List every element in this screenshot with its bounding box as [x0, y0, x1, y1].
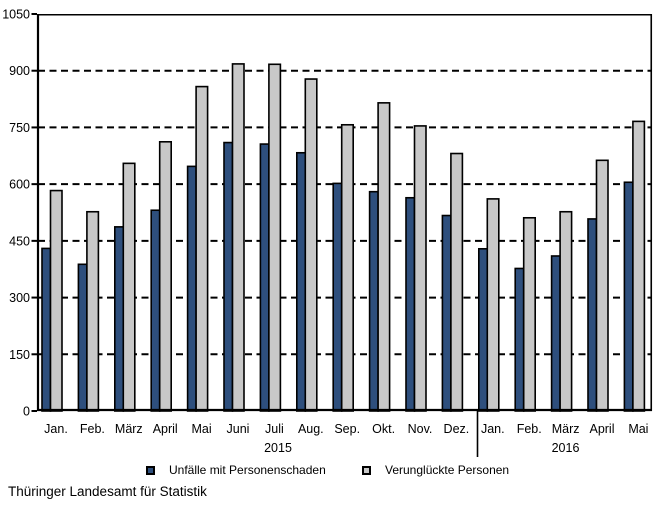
month-label-5: Juni: [227, 422, 250, 436]
bar-unfaelle-3: [150, 209, 161, 412]
legend-label-unfaelle: Unfälle mit Personenschaden: [169, 463, 326, 477]
y-tick-label-300: 300: [9, 291, 30, 305]
bar-verunglueckte-5: [231, 63, 245, 412]
bar-unfaelle-8: [332, 182, 343, 412]
bar-verunglueckte-6: [268, 63, 282, 412]
month-label-8: Sep.: [334, 422, 360, 436]
bar-unfaelle-0: [41, 247, 52, 412]
bar-verunglueckte-9: [377, 102, 391, 412]
month-label-1: Feb.: [80, 422, 105, 436]
bar-verunglueckte-15: [595, 159, 609, 412]
bar-verunglueckte-4: [195, 85, 209, 412]
month-label-4: Mai: [192, 422, 212, 436]
bar-verunglueckte-11: [450, 152, 464, 412]
bar-unfaelle-11: [441, 214, 452, 412]
bar-unfaelle-5: [223, 141, 234, 412]
month-label-12: Jan.: [481, 422, 505, 436]
year-label-2015: 2015: [264, 441, 292, 455]
bar-unfaelle-10: [405, 196, 416, 412]
month-label-2: März: [115, 422, 143, 436]
y-tick-label-150: 150: [9, 348, 30, 362]
bar-unfaelle-1: [77, 263, 88, 412]
bar-unfaelle-9: [368, 190, 379, 412]
y-tick-label-750: 750: [9, 121, 30, 135]
month-label-11: Dez.: [444, 422, 470, 436]
bar-verunglueckte-7: [304, 78, 318, 412]
month-label-0: Jan.: [44, 422, 68, 436]
legend-swatch-verunglueckte-icon: [362, 465, 371, 475]
bar-verunglueckte-2: [122, 162, 136, 412]
bar-verunglueckte-0: [49, 189, 63, 412]
month-label-3: April: [153, 422, 178, 436]
y-tick-label-1050: 1050: [2, 8, 30, 22]
legend-label-verunglueckte: Verunglückte Personen: [385, 463, 510, 477]
bar-unfaelle-6: [259, 143, 270, 412]
month-label-16: Mai: [628, 422, 648, 436]
month-label-6: Juli: [265, 422, 284, 436]
bar-verunglueckte-13: [522, 216, 537, 412]
y-tick-label-600: 600: [9, 178, 30, 192]
bar-verunglueckte-1: [86, 210, 100, 412]
y-tick-label-0: 0: [23, 405, 30, 419]
bar-unfaelle-15: [587, 218, 598, 412]
month-label-13: Feb.: [517, 422, 542, 436]
bar-unfaelle-7: [295, 151, 307, 412]
bar-unfaelle-13: [514, 267, 525, 412]
bar-unfaelle-16: [623, 181, 634, 412]
month-label-14: März: [552, 422, 580, 436]
y-tick-label-450: 450: [9, 234, 30, 248]
bar-unfaelle-2: [114, 226, 125, 412]
legend-item-verunglueckte: Verunglückte Personen: [362, 464, 509, 476]
bar-unfaelle-14: [550, 255, 561, 412]
bar-unfaelle-12: [477, 247, 489, 412]
month-label-7: Aug.: [298, 422, 324, 436]
bar-verunglueckte-8: [340, 123, 355, 412]
bar-verunglueckte-14: [559, 210, 573, 412]
source-note: Thüringer Landesamt für Statistik: [8, 484, 207, 499]
month-label-10: Nov.: [408, 422, 433, 436]
bar-verunglueckte-16: [632, 120, 646, 412]
bar-verunglueckte-12: [486, 198, 500, 412]
bar-verunglueckte-3: [158, 140, 172, 412]
y-tick-label-900: 900: [9, 64, 30, 78]
year-label-2016: 2016: [552, 441, 580, 455]
bar-verunglueckte-10: [413, 125, 427, 412]
legend-item-unfaelle: Unfälle mit Personenschaden: [146, 464, 326, 476]
bar-unfaelle-4: [186, 165, 197, 412]
legend-swatch-unfaelle-icon: [146, 465, 155, 475]
month-label-15: April: [589, 422, 614, 436]
month-label-9: Okt.: [372, 422, 395, 436]
